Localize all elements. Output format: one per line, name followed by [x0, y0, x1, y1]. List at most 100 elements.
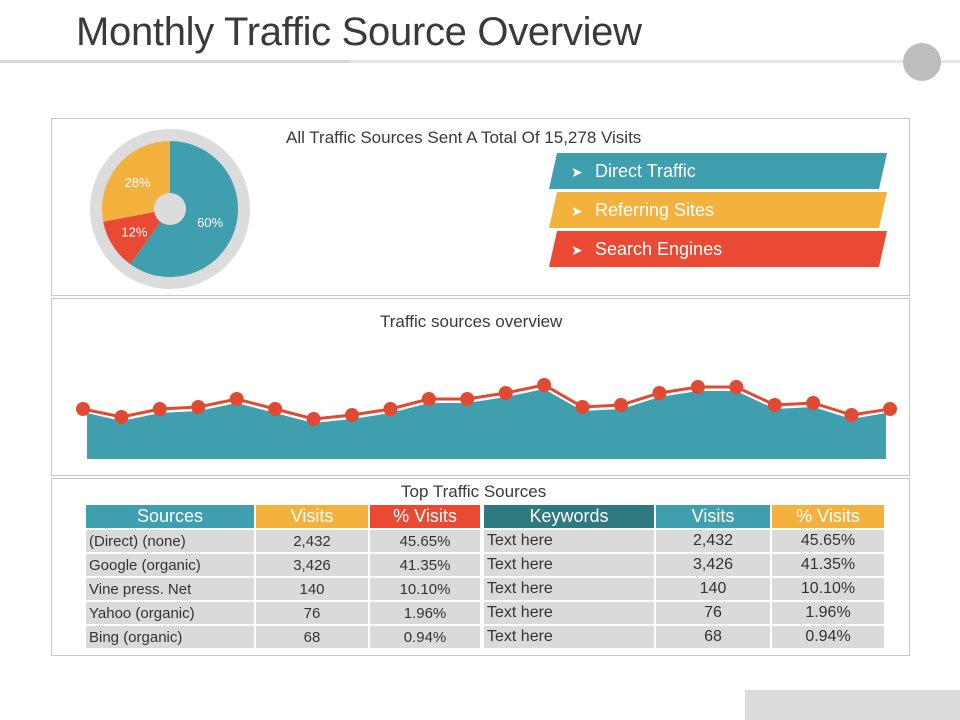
title-divider-accent — [0, 60, 350, 63]
pie-slice — [102, 141, 170, 222]
table-row: Google (organic) 3,426 41.35% — [86, 554, 480, 576]
visits-cell: 76 — [256, 602, 368, 624]
data-point — [575, 400, 590, 414]
visits-cell: 68 — [656, 626, 770, 648]
area-chart-title: Traffic sources overview — [380, 312, 563, 331]
row-label-cell: (Direct) (none) — [86, 530, 254, 552]
percent-visits-cell: 10.10% — [772, 578, 884, 600]
data-point — [537, 378, 552, 392]
table-header-row: Sources Visits % Visits — [86, 505, 480, 528]
percent-visits-cell: 1.96% — [370, 602, 480, 624]
percent-visits-cell: 41.35% — [772, 554, 884, 576]
traffic-summary-panel: 60% 12% 28% All Traffic Sources Sent A Tot… — [51, 118, 910, 296]
legend-label: Search Engines — [595, 239, 723, 259]
row-label-cell: Vine press. Net — [86, 578, 254, 600]
data-point — [306, 412, 321, 426]
data-point — [76, 402, 90, 416]
table-row: Text here 2,432 45.65% — [484, 530, 884, 552]
row-label-cell: Text here — [484, 626, 654, 648]
pie-slice — [103, 209, 170, 265]
row-label-cell: Yahoo (organic) — [86, 602, 254, 624]
data-point — [883, 402, 897, 416]
slide-title: Monthly Traffic Source Overview — [76, 10, 642, 54]
total-visits-heading: All Traffic Sources Sent A Total Of 15,2… — [286, 128, 642, 147]
visits-cell: 68 — [256, 626, 368, 648]
data-point — [614, 398, 628, 412]
table-row: Text here 68 0.94% — [484, 626, 884, 648]
column-header-percent-visits: % Visits — [772, 505, 884, 528]
visits-cell: 3,426 — [256, 554, 368, 576]
table-row: Yahoo (organic) 76 1.96% — [86, 602, 480, 624]
pie-center-hole — [154, 193, 186, 225]
data-point — [460, 392, 475, 406]
data-point — [767, 398, 782, 412]
column-header-percent-visits: % Visits — [370, 505, 480, 528]
data-point — [729, 380, 744, 394]
decorative-circle — [903, 43, 941, 81]
data-point — [690, 380, 705, 394]
data-point — [806, 396, 821, 410]
footer-bar — [745, 690, 960, 720]
series-line — [82, 383, 891, 421]
pie-chart: 60% 12% 28% — [90, 129, 250, 289]
table-row: Bing (organic) 68 0.94% — [86, 626, 480, 648]
pie-slice-label: 12% — [121, 225, 147, 240]
visits-cell: 140 — [656, 578, 770, 600]
row-label-cell: Bing (organic) — [86, 626, 254, 648]
percent-visits-cell: 45.65% — [772, 530, 884, 552]
title-divider — [0, 60, 960, 63]
data-point — [383, 402, 398, 416]
data-point — [652, 386, 667, 400]
table-row: Text here 140 10.10% — [484, 578, 884, 600]
table-row: Text here 3,426 41.35% — [484, 554, 884, 576]
row-label-cell: Text here — [484, 554, 654, 576]
traffic-overview-panel: Traffic sources overview — [51, 298, 910, 476]
visits-cell: 76 — [656, 602, 770, 624]
area-chart — [76, 378, 897, 459]
column-header-visits: Visits — [656, 505, 770, 528]
percent-visits-cell: 10.10% — [370, 578, 480, 600]
column-header-keywords: Keywords — [484, 505, 654, 528]
percent-visits-cell: 1.96% — [772, 602, 884, 624]
legend-direct-traffic: ➤ Direct Traffic — [549, 153, 887, 189]
pie-slice-label: 60% — [197, 215, 223, 230]
column-header-visits: Visits — [256, 505, 368, 528]
data-point — [844, 408, 859, 422]
arrow-right-icon: ➤ — [571, 164, 583, 180]
sources-table: Sources Visits % Visits (Direct) (none) 2… — [84, 503, 482, 650]
area-fill — [87, 389, 886, 459]
arrow-right-icon: ➤ — [571, 242, 583, 258]
percent-visits-cell: 45.65% — [370, 530, 480, 552]
row-label-cell: Text here — [484, 602, 654, 624]
top-sources-heading: Top Traffic Sources — [401, 482, 547, 501]
legend-label: Referring Sites — [595, 200, 715, 220]
visits-cell: 140 — [256, 578, 368, 600]
percent-visits-cell: 41.35% — [370, 554, 480, 576]
data-point — [152, 402, 167, 416]
top-traffic-sources-panel: Top Traffic Sources Sources Visits % Vis… — [51, 478, 910, 656]
legend-search-engines: ➤ Search Engines — [549, 231, 887, 267]
table-row: Vine press. Net 140 10.10% — [86, 578, 480, 600]
data-point — [421, 392, 436, 406]
visits-cell: 2,432 — [656, 530, 770, 552]
keywords-table: Keywords Visits % Visits Text here 2,432 4… — [482, 503, 886, 650]
data-point — [498, 386, 513, 400]
column-header-sources: Sources — [86, 505, 254, 528]
data-point — [191, 400, 206, 414]
row-label-cell: Text here — [484, 530, 654, 552]
table-row: (Direct) (none) 2,432 45.65% — [86, 530, 480, 552]
percent-visits-cell: 0.94% — [772, 626, 884, 648]
legend-label: Direct Traffic — [595, 161, 696, 181]
table-header-row: Keywords Visits % Visits — [484, 505, 884, 528]
arrow-right-icon: ➤ — [571, 203, 583, 219]
visits-cell: 3,426 — [656, 554, 770, 576]
legend-referring-sites: ➤ Referring Sites — [549, 192, 887, 228]
data-point — [345, 408, 359, 422]
row-label-cell: Text here — [484, 578, 654, 600]
data-point — [114, 410, 129, 424]
visits-cell: 2,432 — [256, 530, 368, 552]
data-point — [268, 402, 283, 416]
pie-slice-label: 28% — [124, 175, 150, 190]
row-label-cell: Google (organic) — [86, 554, 254, 576]
table-row: Text here 76 1.96% — [484, 602, 884, 624]
